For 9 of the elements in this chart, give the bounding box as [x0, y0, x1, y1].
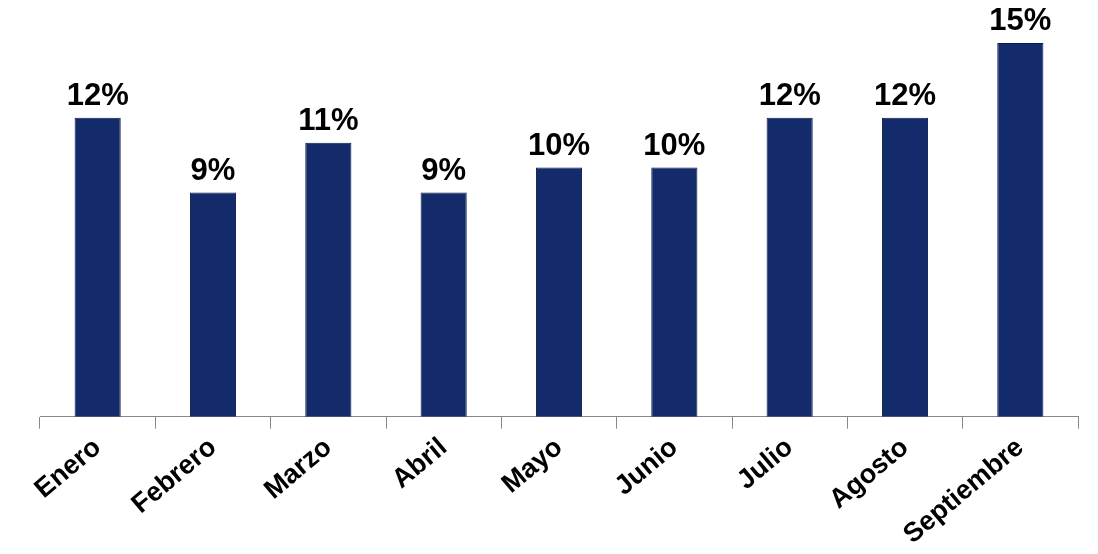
data-label: 10%: [527, 126, 591, 162]
data-label: 12%: [758, 76, 821, 112]
data-label: 12%: [873, 76, 937, 112]
data-label: 12%: [66, 76, 129, 112]
data-label: 9%: [421, 151, 467, 187]
data-label: 11%: [298, 101, 359, 137]
data-label: 10%: [643, 126, 706, 162]
data-label: 15%: [989, 2, 1052, 38]
data-label: 9%: [190, 151, 236, 187]
